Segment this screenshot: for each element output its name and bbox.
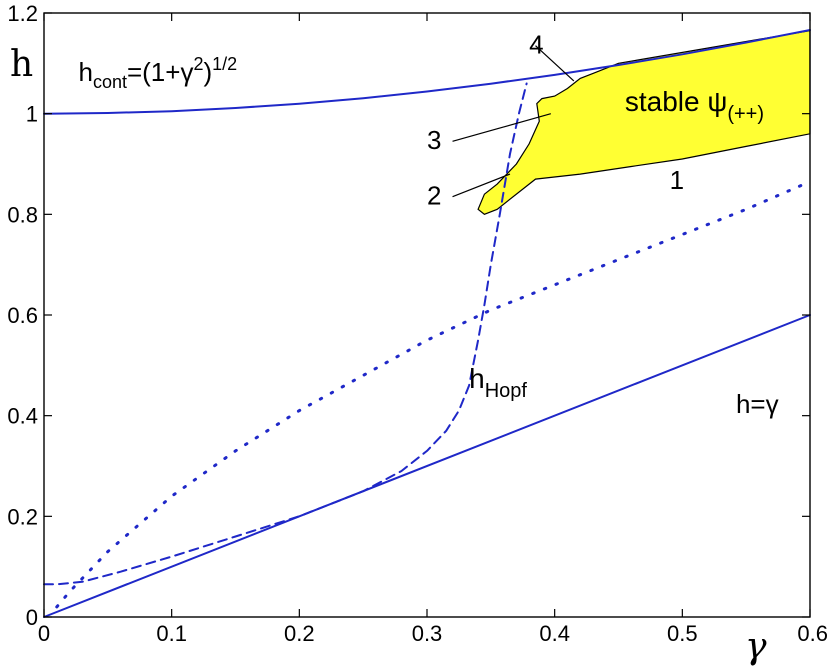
y-tick-label-5: 1 [26, 102, 38, 127]
y-tick-label-1: 0.2 [7, 504, 38, 529]
stable-region-layer [477, 29, 811, 215]
hopf-main: h [469, 363, 485, 394]
y-tick-label-3: 0.6 [7, 303, 38, 328]
boundary-label-1: 1 [670, 165, 684, 195]
series-line-1 [43, 314, 811, 618]
y-tick-label-2: 0.4 [7, 404, 38, 429]
y-tick-label-6: 1.2 [7, 1, 38, 26]
x-tick-label-6: 0.6 [797, 621, 828, 646]
ticks-layer: 0 0.1 0.2 0.3 0.4 0.5 0.6 0 0.2 0.4 0.6 0.8 1 1.2 [7, 1, 828, 646]
hcont-sup2: 1/2 [212, 54, 237, 74]
stable-main: stable ψ [625, 86, 727, 117]
x-tick-label-0: 0 [38, 621, 50, 646]
x-tick-label-5: 0.5 [667, 621, 698, 646]
hcont-mid: =(1+γ [127, 57, 194, 87]
x-tick-label-2: 0.2 [284, 621, 315, 646]
pointer-line-2 [452, 173, 511, 198]
stable-sub: (++) [727, 103, 764, 125]
hopf-annotation: hHopf [469, 363, 527, 402]
series-line-2 [43, 29, 811, 115]
pointer-line-3 [452, 113, 551, 142]
hcont-main: h [78, 57, 92, 87]
hcont-sub: cont [93, 72, 127, 92]
hcont-annotation: hcont=(1+γ2)1/2 [78, 54, 237, 92]
boundary-number-labels: 1 2 3 4 [427, 29, 684, 210]
x-tick-label-1: 0.1 [156, 621, 187, 646]
y-tick-label-4: 0.8 [7, 202, 38, 227]
series-line-4 [55, 180, 812, 609]
boundary-label-4: 4 [529, 29, 543, 59]
boundary-label-2: 2 [427, 180, 441, 210]
boundary-label-3: 3 [427, 125, 441, 155]
pointer-layer [452, 45, 575, 198]
series-layer [43, 29, 812, 618]
x-tick-label-3: 0.3 [412, 621, 443, 646]
pointer-line-4 [535, 45, 575, 82]
x-axis-label: γ [745, 626, 767, 667]
hcont-close: ) [203, 57, 212, 87]
stable-region [477, 29, 811, 215]
x-tick-label-4: 0.4 [539, 621, 570, 646]
y-tick-label-0: 0 [26, 605, 38, 630]
hcont-sup1: 2 [193, 54, 203, 74]
y-axis-label: h [10, 44, 33, 85]
series-line-3 [43, 82, 528, 586]
hopf-sub: Hopf [485, 380, 528, 402]
h-equals-gamma-annotation: h=γ [736, 389, 779, 419]
stable-annotation: stable ψ(++) [625, 86, 764, 125]
